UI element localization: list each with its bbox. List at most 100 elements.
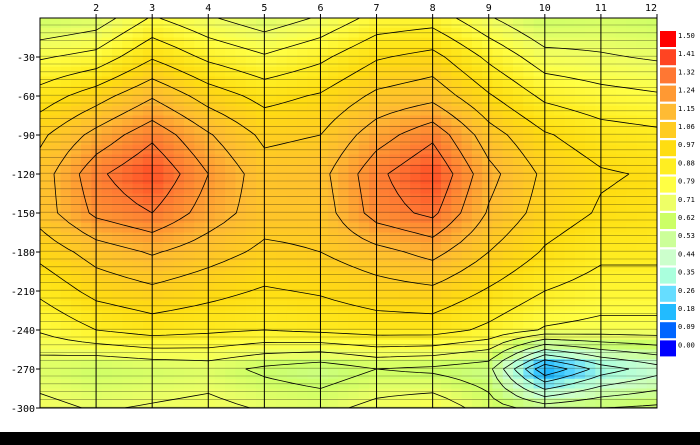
heatmap-cell [615,193,627,204]
heatmap-cell [441,300,452,312]
heatmap-cell [60,378,72,390]
heatmap-cell [173,300,185,312]
heatmap-cell [194,222,206,234]
heatmap-cell [461,281,473,292]
heatmap-cell [153,378,164,390]
heatmap-cell [461,378,473,390]
heatmap-cell [585,27,596,39]
heatmap-cell [214,320,226,331]
heatmap-cell [564,27,576,39]
heatmap-cell [101,388,113,399]
heatmap-cell [255,378,267,390]
heatmap-cell [111,115,123,126]
heatmap-cell [163,66,175,78]
heatmap-cell [543,164,555,175]
contour-line [40,49,630,315]
heatmap-cell [40,37,51,48]
heatmap-cell [492,232,504,243]
heatmap-cell [204,330,216,341]
heatmap-cell [225,281,236,292]
heatmap-cell [40,222,51,234]
heatmap-cell [225,193,236,204]
heatmap-cell [214,47,226,58]
heatmap-cell [297,144,308,156]
heatmap-cell [327,320,339,331]
heatmap-cell [245,398,257,408]
heatmap-cell [276,222,288,234]
heatmap-cell [50,27,62,39]
heatmap-cell [122,193,134,204]
heatmap-cell [441,281,452,292]
heatmap-cell [122,339,134,351]
colorbar-swatch [660,322,676,339]
heatmap-cell [183,135,195,146]
heatmap-cell [173,339,185,351]
heatmap-cell [379,96,391,107]
heatmap-cell [441,271,452,282]
heatmap-cell [70,18,82,29]
heatmap-cell [307,378,319,390]
heatmap-cell [338,18,350,29]
heatmap-cell [369,291,380,302]
heatmap-cell [183,378,195,390]
heatmap-cell [482,174,494,185]
heatmap-cell [605,86,617,97]
heatmap-cell [543,213,555,224]
heatmap-cell [358,86,370,97]
heatmap-cell [70,320,82,331]
heatmap-cell [430,174,442,185]
heatmap-cell [245,242,257,253]
heatmap-cell [574,398,586,408]
heatmap-cell [410,261,422,273]
heatmap-cell [183,174,195,185]
heatmap-cell [410,193,422,204]
heatmap-cell [441,330,452,341]
heatmap-cell [204,183,216,195]
contour-line [78,120,474,238]
heatmap-cell [451,66,463,78]
heatmap-cell [533,183,545,195]
heatmap-cell [574,27,586,39]
heatmap-cell [132,174,144,185]
y-tick-label: -210 [11,287,35,298]
heatmap-cell [70,96,82,107]
heatmap-cell [132,310,144,321]
heatmap-cell [245,203,257,214]
heatmap-cell [50,115,62,126]
heatmap-cell [173,232,185,243]
heatmap-cell [615,37,627,48]
heatmap-cell [615,291,627,302]
heatmap-cell [605,349,617,360]
heatmap-cell [245,57,257,68]
heatmap-cell [543,359,555,370]
heatmap-cell [81,174,93,185]
x-tick-label: 6 [317,3,323,14]
heatmap-cell [564,271,576,282]
heatmap-cell [70,37,82,48]
heatmap-cell [40,76,51,87]
heatmap-cell [554,300,566,312]
heatmap-cell [307,174,319,185]
heatmap-cell [626,76,638,87]
heatmap-cell [461,76,473,87]
heatmap-cell [70,125,82,136]
heatmap-cell [297,339,308,351]
heatmap-cell [235,398,247,408]
heatmap-cell [266,203,278,214]
heatmap-cell [183,369,195,380]
heatmap-cell [225,144,236,156]
heatmap-cell [482,388,494,399]
heatmap-cell [338,300,350,312]
heatmap-cell [286,86,298,97]
heatmap-cell [430,144,442,156]
heatmap-cell [389,349,401,360]
heatmap-cell [482,105,494,117]
heatmap-cell [255,222,267,234]
heatmap-cell [142,115,154,126]
heatmap-cell [451,96,463,107]
heatmap-cell [40,105,51,117]
heatmap-cell [410,310,422,321]
heatmap-cell [420,105,432,117]
heatmap-cell [636,66,648,78]
heatmap-cell [471,57,483,68]
